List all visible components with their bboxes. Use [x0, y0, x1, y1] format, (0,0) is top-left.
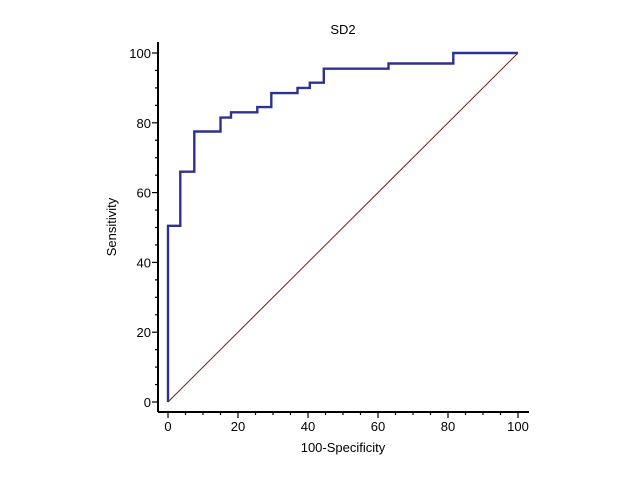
- y-tick-label: 40: [137, 255, 151, 270]
- y-axis-title: Sensitivity: [104, 197, 119, 256]
- x-tick-label: 60: [371, 419, 385, 434]
- y-tick-label: 20: [137, 325, 151, 340]
- y-tick-label: 60: [137, 186, 151, 201]
- chart-title: SD2: [330, 22, 355, 37]
- x-tick-label: 80: [441, 419, 455, 434]
- x-tick-label: 100: [507, 419, 529, 434]
- reference-diagonal-line: [167, 52, 519, 403]
- x-tick-label: 0: [164, 419, 171, 434]
- x-axis-title: 100-Specificity: [301, 440, 386, 455]
- y-tick-label: 100: [129, 46, 151, 61]
- axes: 0 20 40 60 80 100 0 20 40 60 80 100: [129, 42, 529, 434]
- roc-curve-line: [166, 51, 518, 402]
- x-tick-label: 20: [231, 419, 245, 434]
- y-tick-label: 0: [144, 395, 151, 410]
- series-layer: [166, 51, 519, 403]
- y-tick-label: 80: [137, 116, 151, 131]
- x-tick-label: 40: [301, 419, 315, 434]
